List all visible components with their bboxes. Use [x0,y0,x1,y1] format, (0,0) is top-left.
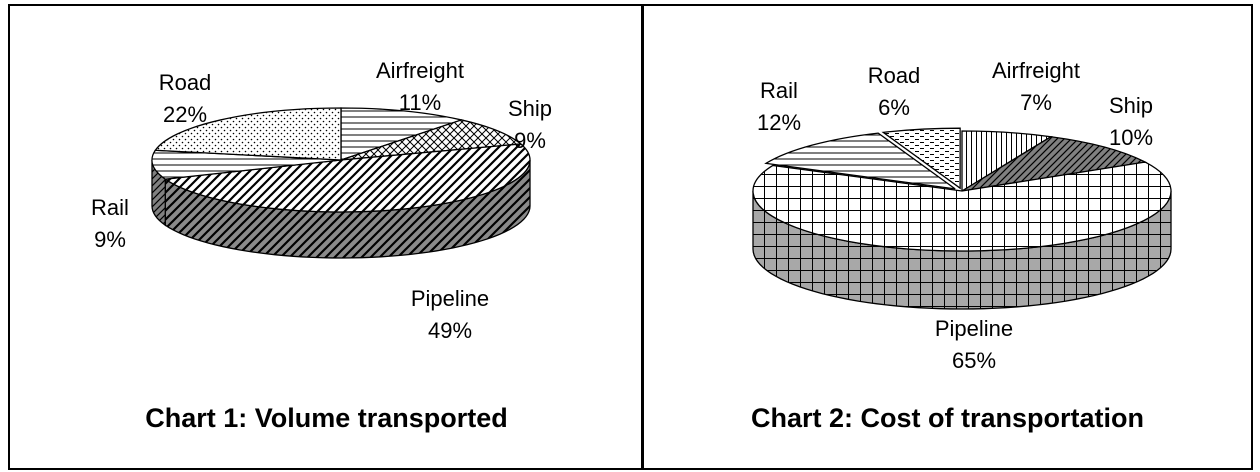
slice-airfreight [340,107,464,161]
label-name-road: Road [159,70,212,95]
label-name-road: Road [868,63,921,88]
label-percent-rail: 9% [94,227,126,252]
label-percent-ship: 10% [1109,125,1153,150]
slice-pipeline [163,143,531,213]
label-percent-airfreight: 11% [399,90,441,115]
slice-ship [340,119,523,161]
label-percent-pipeline: 49% [428,318,472,343]
label-percent-pipeline: 65% [952,348,996,373]
chart-1-pie: Airfreight 11% Ship 9% Pipeline 49% Rail 9% Road… [91,58,552,343]
label-name-pipeline: Pipeline [935,316,1013,341]
slice-pipeline [752,161,1172,252]
label-percent-road: 22% [163,102,207,127]
label-name-rail: Rail [760,78,798,103]
slice-rail [151,149,342,180]
label-percent-road: 6% [878,95,910,120]
chart-2-title: Chart 2: Cost of transportation [750,403,1144,433]
chart-2-panel: Airfreight 7% Ship 10% Pipeline 65% Rail 12% Roa… [641,4,1253,470]
label-name-pipeline: Pipeline [411,286,489,311]
label-percent-ship: 9% [514,128,546,153]
label-name-airfreight: Airfreight [992,58,1080,83]
slice-road [881,127,961,190]
chart-1-title: Chart 1: Volume transported [145,403,508,433]
label-name-rail: Rail [91,195,129,220]
label-percent-airfreight: 7% [1020,90,1052,115]
label-name-ship: Ship [1109,93,1153,118]
chart-2-pie: Airfreight 7% Ship 10% Pipeline 65% Rail 12% Roa… [752,58,1172,373]
slice-rail [764,132,956,190]
slice-road [154,107,342,161]
slice-ship [961,136,1148,192]
chart-1-panel: Airfreight 11% Ship 9% Pipeline 49% Rail 9% Road… [8,4,643,470]
label-percent-rail: 12% [757,110,801,135]
label-name-ship: Ship [508,96,552,121]
label-name-airfreight: Airfreight [376,58,464,83]
